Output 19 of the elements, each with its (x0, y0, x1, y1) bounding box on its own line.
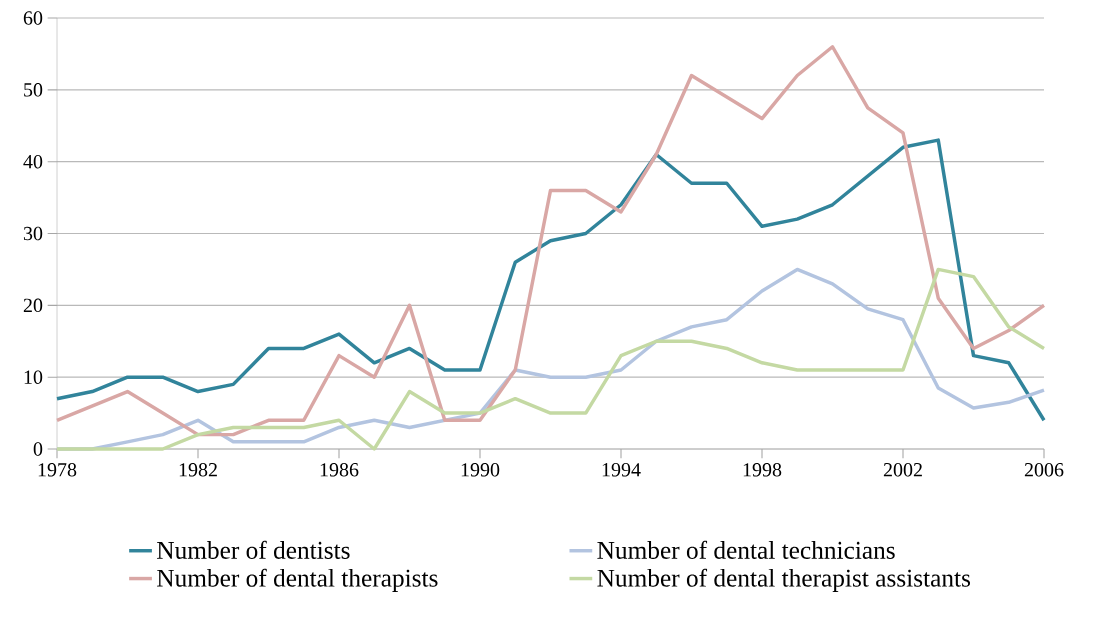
legend-label: Number of dental therapists (157, 568, 438, 592)
legend-label: Number of dental therapist assistants (597, 568, 971, 592)
legend-label: Number of dental technicians (597, 540, 895, 559)
x-tick-label: 1994 (602, 463, 641, 477)
x-tick-label: 1998 (743, 463, 782, 477)
x-tick-label: 2006 (1024, 463, 1064, 477)
x-tick-label: 2002 (883, 463, 922, 477)
y-tick-label: 60 (23, 11, 43, 25)
x-tick-label: 1986 (320, 463, 359, 477)
y-tick-label: 40 (23, 154, 43, 169)
y-tick-label: 20 (23, 298, 43, 313)
x-tick-label: 1982 (179, 463, 217, 477)
y-tick-label: 10 (24, 370, 43, 384)
y-tick-label: 0 (33, 442, 43, 456)
x-tick-label: 1978 (38, 463, 77, 477)
y-tick-label: 50 (24, 83, 43, 97)
y-tick-label: 30 (23, 226, 43, 241)
x-tick-label: 1990 (461, 463, 500, 477)
legend-label: Number of dentists (157, 540, 350, 559)
